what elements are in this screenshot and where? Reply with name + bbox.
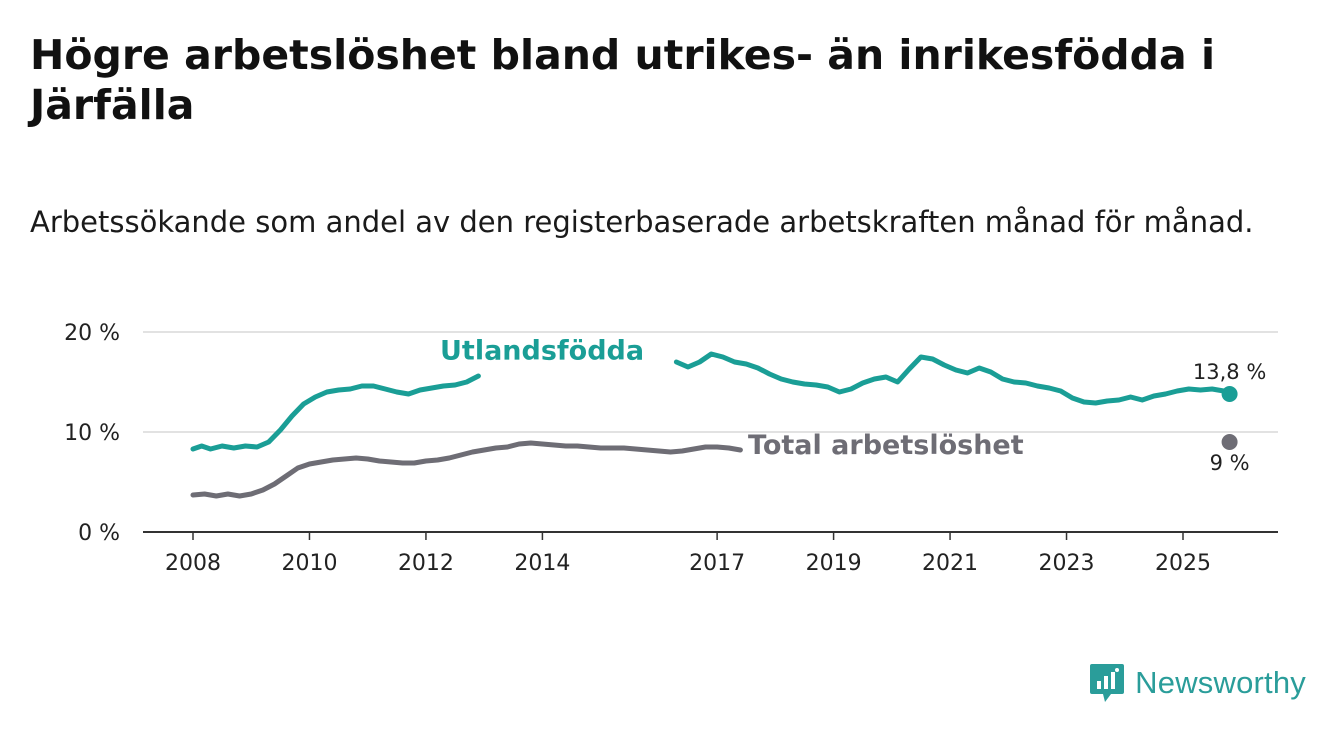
x-axis-ticks: 2008 2010 2012 2014 2017 2019 2021 2023 2025 — [165, 532, 1211, 576]
series-label-total: Total arbetslöshet — [748, 430, 1024, 461]
series-end-label-total: 9 % — [1210, 451, 1250, 475]
x-tick-label: 2025 — [1155, 551, 1211, 576]
series-end-marker-total — [1221, 434, 1238, 450]
page-title: Högre arbetslöshet bland utrikes- än inr… — [30, 31, 1215, 129]
series-labels: Utlandsfödda 13,8 % Total arbetslöshet 9 % — [440, 336, 1266, 476]
grid-lines — [143, 331, 1278, 533]
x-tick-label: 2012 — [398, 551, 454, 576]
series-line-1-segment-0 — [190, 440, 743, 499]
x-tick-label: 2014 — [514, 551, 570, 576]
series-end-label-utlandsfodda: 13,8 % — [1193, 360, 1266, 384]
y-tick-label: 10 % — [64, 421, 120, 446]
y-axis-ticks: 0 % 10 % 20 % — [64, 321, 120, 546]
chart-subtitle: Arbetssökande som andel av den registerb… — [30, 205, 1254, 239]
series-lines — [190, 351, 1233, 499]
series-line-0-segment-1 — [673, 351, 1233, 406]
y-tick-label: 20 % — [64, 321, 120, 346]
unemployment-line-chart: 0 % 10 % 20 % 2008 2010 2012 2014 2017 2019 2021… — [64, 321, 1278, 576]
series-label-utlandsfodda: Utlandsfödda — [440, 336, 644, 367]
x-tick-label: 2017 — [689, 551, 745, 576]
newsworthy-logo: Newsworthy — [1089, 662, 1306, 704]
x-tick-label: 2008 — [165, 551, 221, 576]
x-tick-label: 2019 — [806, 551, 862, 576]
series-end-marker-utlandsfodda — [1221, 386, 1238, 402]
x-tick-label: 2023 — [1039, 551, 1095, 576]
y-tick-label: 0 % — [78, 521, 120, 546]
newsworthy-chart-icon — [1090, 664, 1125, 702]
logo-text: Newsworthy — [1135, 665, 1306, 700]
x-tick-label: 2010 — [281, 551, 337, 576]
x-tick-label: 2021 — [922, 551, 978, 576]
series-line-0-segment-0 — [190, 373, 481, 452]
